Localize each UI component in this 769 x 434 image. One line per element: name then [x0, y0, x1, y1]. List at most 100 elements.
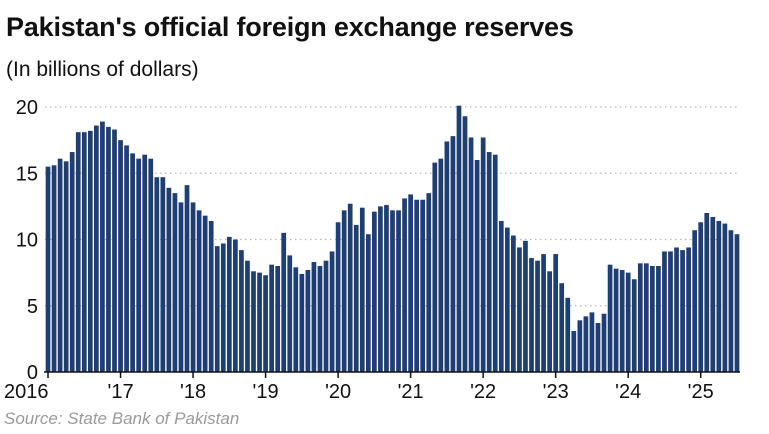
x-tick-label: '21	[398, 381, 424, 403]
bar	[619, 269, 625, 372]
bar	[69, 152, 75, 372]
bar	[275, 266, 281, 372]
chart-subtitle: (In billions of dollars)	[6, 58, 199, 81]
bar	[565, 297, 571, 372]
bar	[178, 202, 184, 372]
x-tick-label: '20	[325, 381, 351, 403]
bar	[196, 210, 202, 372]
bar	[402, 198, 407, 372]
bar	[384, 205, 389, 372]
bar	[214, 246, 220, 373]
bar	[51, 165, 57, 372]
bar	[486, 152, 492, 372]
bar	[378, 206, 383, 373]
bar	[492, 154, 498, 372]
bar	[390, 210, 395, 372]
bar	[118, 140, 123, 373]
bar	[650, 266, 655, 372]
bar	[553, 254, 559, 372]
bar	[94, 125, 99, 372]
bar	[631, 279, 637, 372]
x-tick-label: '22	[470, 381, 496, 403]
bar	[81, 132, 87, 372]
bar	[148, 158, 154, 372]
bar	[704, 213, 710, 372]
bar	[432, 162, 438, 372]
bar	[541, 254, 546, 372]
bar	[710, 216, 716, 372]
bar	[353, 224, 359, 372]
bar	[420, 199, 426, 372]
bar	[317, 266, 323, 372]
x-tick-label: '23	[543, 381, 569, 403]
bar	[305, 269, 311, 372]
bar	[293, 267, 299, 372]
bar	[220, 243, 226, 372]
bar	[450, 136, 456, 372]
bar	[498, 220, 504, 372]
bar	[341, 210, 347, 372]
bar	[601, 313, 607, 372]
bar	[656, 266, 661, 372]
bar	[263, 275, 268, 372]
bar	[299, 273, 305, 372]
bars	[45, 105, 740, 373]
bar	[166, 187, 172, 372]
x-tick-label: '18	[180, 381, 206, 403]
bar	[595, 322, 601, 372]
bar	[523, 240, 528, 372]
bar	[637, 263, 643, 372]
bar	[643, 263, 649, 372]
chart-title: Pakistan's official foreign exchange res…	[6, 12, 574, 42]
bar	[426, 193, 432, 373]
bar	[311, 262, 317, 372]
y-tick-label: 20	[16, 97, 38, 119]
bar	[154, 177, 160, 372]
bar	[281, 232, 287, 373]
y-tick-label: 10	[16, 230, 38, 252]
bar	[251, 271, 256, 372]
bar	[674, 247, 679, 372]
bar	[124, 145, 129, 372]
bar	[571, 330, 577, 372]
x-tick-label: '17	[108, 381, 134, 403]
x-tick-label: '19	[253, 381, 279, 403]
bar	[323, 260, 329, 372]
bar	[438, 158, 444, 372]
bar	[100, 121, 105, 372]
bar	[734, 234, 740, 372]
source-note: Source: State Bank of Pakistan	[4, 409, 240, 428]
y-tick-label: 15	[16, 163, 38, 185]
bar	[396, 210, 401, 372]
bar	[408, 194, 413, 372]
bar	[136, 158, 142, 372]
bar	[625, 272, 631, 373]
bar	[504, 227, 510, 372]
bar	[547, 271, 552, 372]
bar	[686, 247, 691, 372]
bar	[142, 154, 148, 372]
y-tick-label: 5	[27, 296, 38, 318]
bar	[269, 264, 274, 372]
x-tick-label: 2016	[4, 381, 49, 403]
bar	[468, 137, 474, 372]
bar	[372, 211, 377, 372]
bar	[335, 222, 341, 372]
bar	[480, 137, 486, 372]
bar	[106, 126, 111, 373]
bar	[607, 264, 613, 372]
bar	[517, 247, 522, 372]
bar	[239, 250, 244, 372]
bar	[359, 207, 365, 372]
bar	[474, 160, 480, 372]
bar	[529, 258, 534, 372]
bar	[716, 220, 722, 372]
bar	[692, 230, 698, 372]
bar	[722, 223, 728, 372]
bar	[202, 215, 208, 372]
bar	[535, 260, 540, 372]
x-axis-ticks: 2016 '17 '18 '19 '20 '21 '22 '23 '24 '25	[4, 372, 714, 403]
x-tick-label: '24	[615, 381, 641, 403]
bar	[245, 260, 250, 372]
